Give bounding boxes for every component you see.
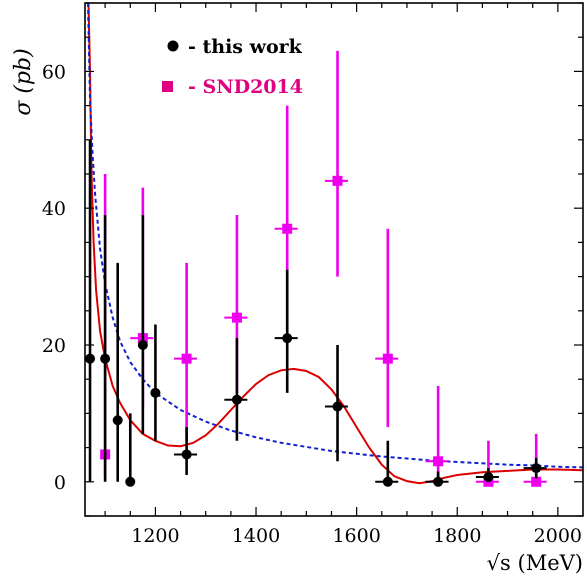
x-tick-label: 2000	[534, 525, 582, 547]
data-point	[125, 476, 136, 487]
data-point	[181, 353, 192, 364]
legend: - this work - SND2014	[162, 36, 303, 98]
data-point	[531, 476, 542, 487]
tick-labels: 1200 1400 1600 1800 2000 0 20 40 60	[42, 61, 582, 547]
axis-ticks	[85, 2, 583, 517]
x-tick-label: 1200	[131, 525, 179, 547]
plot-frame	[84, 2, 584, 517]
data-point	[137, 340, 148, 350]
legend-marker-snd2014	[162, 81, 173, 92]
y-tick-label: 40	[42, 198, 66, 220]
data-point	[332, 401, 343, 412]
data-point	[433, 476, 444, 487]
x-tick-label: 1800	[433, 525, 481, 547]
data-point	[85, 353, 96, 364]
series-square	[100, 50, 549, 487]
data-point	[112, 415, 123, 426]
y-tick-label: 20	[42, 335, 66, 357]
data-point	[382, 476, 393, 487]
y-axis-label: σ (pb)	[11, 48, 36, 115]
data-point	[231, 312, 242, 323]
data-series	[85, 50, 549, 487]
legend-label-this-work: - this work	[188, 36, 303, 58]
fit-curve-dashed	[87, 3, 583, 469]
data-point	[433, 456, 444, 467]
legend-marker-this-work	[167, 40, 179, 52]
data-point	[231, 394, 242, 405]
data-point	[181, 449, 192, 460]
data-point	[282, 223, 293, 234]
x-axis-label: √s (MeV)	[487, 551, 583, 575]
data-point	[100, 353, 111, 364]
data-point	[382, 353, 393, 364]
data-point	[150, 387, 161, 398]
data-point	[483, 472, 494, 483]
data-point	[332, 175, 343, 186]
fit-curves	[87, 3, 583, 485]
series-circle	[85, 139, 549, 487]
x-tick-label: 1600	[332, 525, 380, 547]
legend-label-snd2014: - SND2014	[188, 76, 303, 98]
data-point	[531, 463, 542, 474]
data-point	[282, 333, 293, 344]
y-tick-label: 60	[42, 61, 66, 83]
x-tick-label: 1400	[232, 525, 280, 547]
y-tick-label: 0	[54, 472, 66, 494]
